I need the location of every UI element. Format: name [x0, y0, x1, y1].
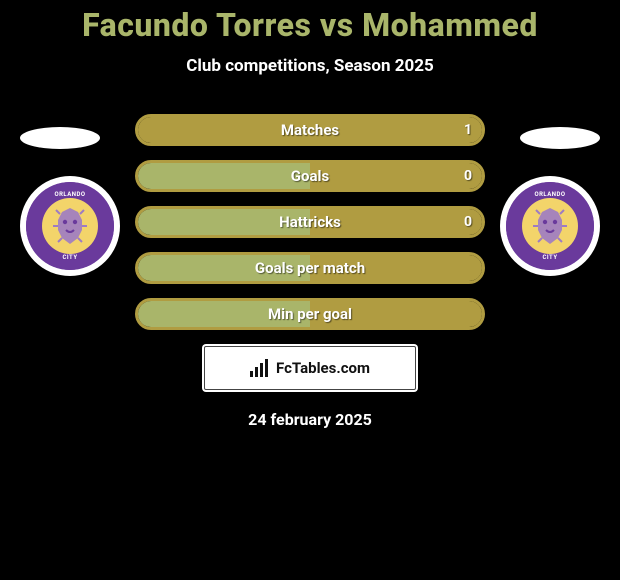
stat-bar: Hattricks 0 [135, 206, 485, 238]
bar-label: Min per goal [268, 305, 352, 323]
page-title: Facundo Torres vs Mohammed [0, 0, 620, 44]
bar-value-right: 0 [464, 168, 472, 184]
player-flag-right [520, 127, 600, 149]
bar-fill-left [138, 163, 310, 189]
bar-label: Matches [281, 121, 339, 139]
watermark: FcTables.com [202, 344, 418, 392]
bar-fill-right [310, 163, 482, 189]
stat-bar: Min per goal [135, 298, 485, 330]
stat-bar: Goals per match [135, 252, 485, 284]
bar-value-right: 1 [464, 122, 472, 138]
lion-icon [528, 204, 572, 248]
stat-bar: Goals 0 [135, 160, 485, 192]
bar-label: Goals [291, 167, 329, 185]
club-badge-left: ORLANDO CITY [20, 176, 120, 276]
bars-chart-icon [250, 359, 270, 377]
club-text-bottom: CITY [542, 254, 557, 261]
club-text-bottom: CITY [62, 254, 77, 261]
bar-label: Goals per match [255, 259, 365, 277]
bar-value-right: 0 [464, 214, 472, 230]
watermark-text: FcTables.com [276, 359, 370, 377]
date-text: 24 february 2025 [0, 410, 620, 429]
stats-bars: Matches 1 Goals 0 Hattricks 0 Goals per match M… [135, 114, 485, 330]
lion-icon [48, 204, 92, 248]
player-flag-left [20, 127, 100, 149]
bar-label: Hattricks [279, 213, 341, 231]
club-text-top: ORLANDO [54, 191, 85, 198]
stat-bar: Matches 1 [135, 114, 485, 146]
subtitle: Club competitions, Season 2025 [0, 56, 620, 76]
club-badge-right: ORLANDO CITY [500, 176, 600, 276]
club-text-top: ORLANDO [534, 191, 565, 198]
